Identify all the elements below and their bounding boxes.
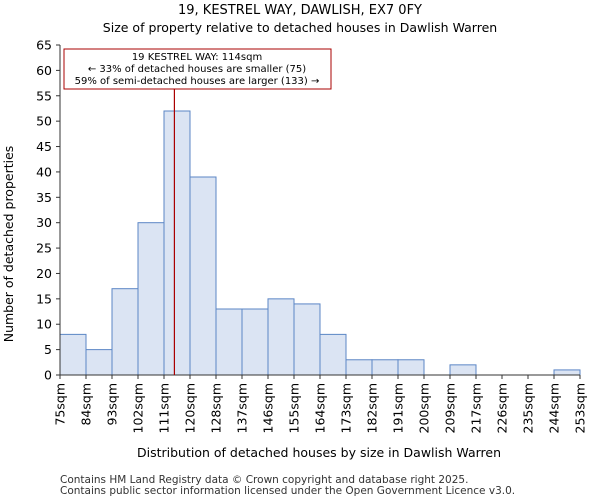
- bar: [319, 333, 347, 376]
- y-tick-label: 65: [36, 38, 52, 53]
- y-tick-label: 40: [36, 164, 52, 179]
- x-tick-label: 120sqm: [183, 383, 198, 433]
- bar: [267, 298, 295, 376]
- footer-line2: Contains public sector information licen…: [60, 485, 516, 497]
- x-tick-label: 102sqm: [131, 383, 146, 433]
- x-tick-label: 111sqm: [157, 383, 172, 433]
- y-tick-label: 35: [36, 190, 52, 205]
- y-tick-label: 20: [36, 266, 52, 281]
- annotation-line1: 19 KESTREL WAY: 114sqm: [132, 52, 262, 63]
- x-tick-label: 226sqm: [495, 383, 510, 433]
- y-tick-label: 5: [44, 342, 52, 357]
- x-tick-label: 253sqm: [573, 383, 588, 433]
- bar: [85, 349, 113, 376]
- chart-title-line2: Size of property relative to detached ho…: [103, 20, 497, 35]
- y-tick-label: 30: [36, 215, 52, 230]
- x-tick-label: 84sqm: [79, 383, 94, 426]
- annotation-line2: ← 33% of detached houses are smaller (75…: [88, 64, 306, 75]
- x-tick-label: 191sqm: [391, 383, 406, 433]
- y-axis-label: Number of detached properties: [1, 146, 16, 343]
- x-tick-label: 75sqm: [53, 383, 68, 426]
- y-axis: 0 5 10 15 20 25 30 35 40 45 50 55 60 65: [36, 38, 61, 383]
- y-tick-label: 10: [36, 317, 52, 332]
- x-tick-label: 182sqm: [365, 383, 380, 433]
- footer-line1: Contains HM Land Registry data © Crown c…: [60, 474, 469, 486]
- bar: [345, 359, 373, 376]
- bar: [59, 333, 87, 376]
- bar: [111, 288, 139, 376]
- bar: [553, 369, 581, 376]
- y-tick-label: 25: [36, 241, 52, 256]
- chart-title-line1: 19, KESTREL WAY, DAWLISH, EX7 0FY: [178, 3, 422, 18]
- bar: [137, 222, 165, 376]
- bar: [449, 364, 477, 376]
- x-tick-label: 235sqm: [521, 383, 536, 433]
- annotation-box: 19 KESTREL WAY: 114sqm ← 33% of detached…: [63, 48, 332, 90]
- x-tick-label: 93sqm: [105, 383, 120, 426]
- bar: [293, 303, 321, 376]
- y-tick-label: 60: [36, 63, 52, 78]
- x-tick-label: 209sqm: [443, 383, 458, 433]
- x-tick-label: 217sqm: [469, 383, 484, 433]
- x-axis-label: Distribution of detached houses by size …: [137, 445, 501, 460]
- y-tick-label: 55: [36, 88, 52, 103]
- bar: [397, 359, 425, 376]
- bar: [163, 110, 191, 376]
- bar: [215, 308, 243, 376]
- bar: [241, 308, 269, 376]
- x-tick-label: 164sqm: [313, 383, 328, 433]
- x-axis: 75sqm 84sqm 93sqm 102sqm 111sqm 120sqm 128sqm 1…: [53, 374, 588, 433]
- y-tick-label: 50: [36, 114, 52, 129]
- x-tick-label: 200sqm: [417, 383, 432, 433]
- bars-group: [59, 110, 581, 376]
- bar: [371, 359, 399, 376]
- x-tick-label: 244sqm: [547, 383, 562, 433]
- x-tick-label: 146sqm: [261, 383, 276, 433]
- y-tick-label: 45: [36, 139, 52, 154]
- x-tick-label: 128sqm: [209, 383, 224, 433]
- y-tick-label: 15: [36, 291, 52, 306]
- x-tick-label: 173sqm: [339, 383, 354, 433]
- y-tick-label: 0: [44, 368, 52, 383]
- annotation-line3: 59% of semi-detached houses are larger (…: [75, 76, 320, 87]
- bar: [189, 176, 217, 376]
- x-tick-label: 137sqm: [235, 383, 250, 433]
- x-tick-label: 155sqm: [287, 383, 302, 433]
